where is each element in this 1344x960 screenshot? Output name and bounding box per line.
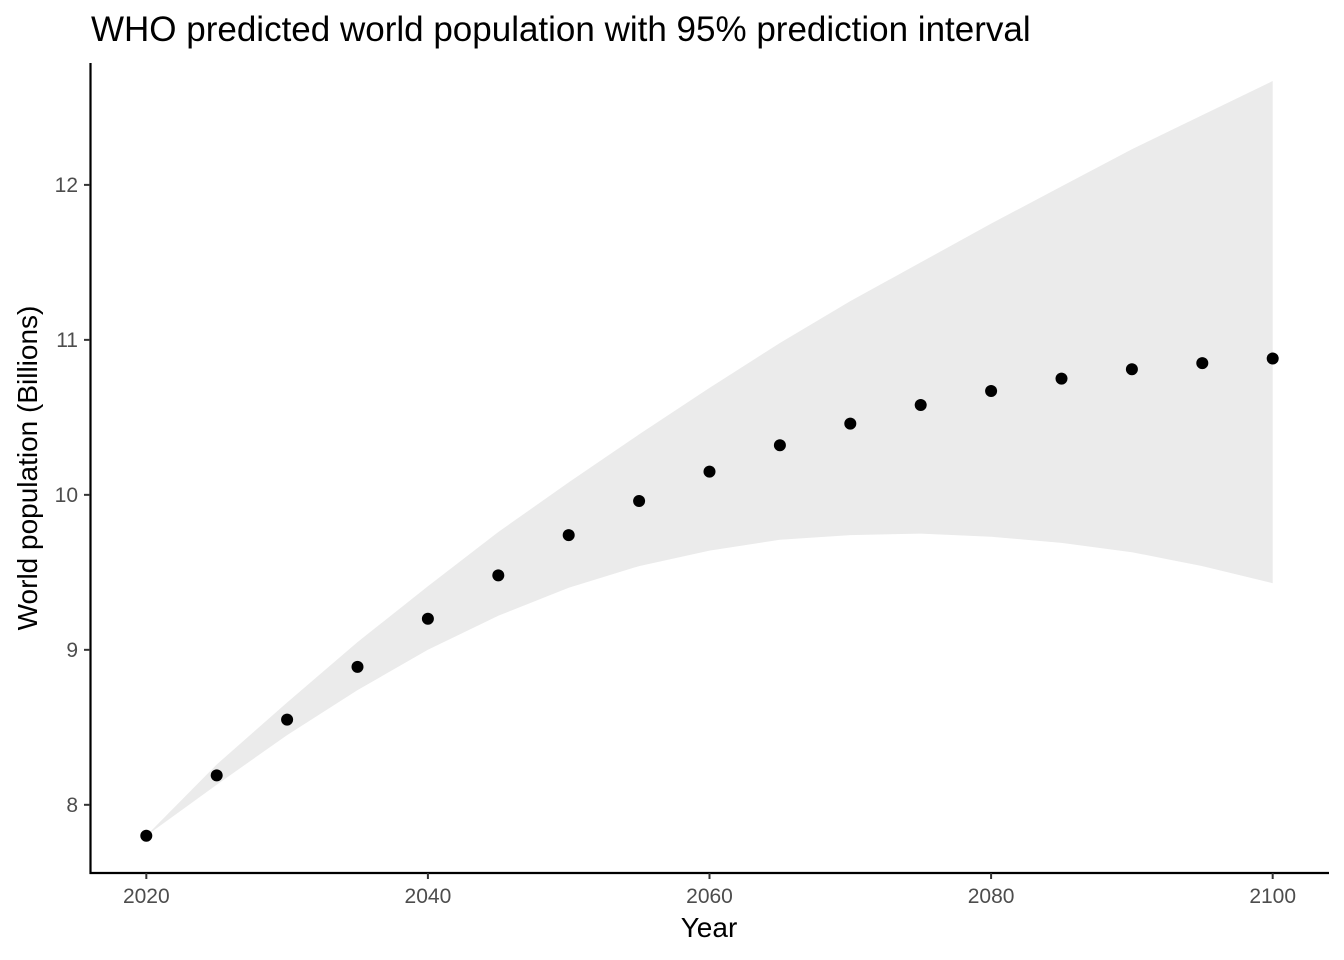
data-point [210,769,223,782]
x-tick-label: 2020 [123,885,170,908]
data-point [703,465,716,478]
y-tick-label: 9 [66,639,78,662]
y-tick-label: 10 [55,484,78,507]
x-tick-label: 2100 [1249,885,1296,908]
x-axis-title: Year [681,912,738,943]
y-tick-label: 8 [66,794,78,817]
data-point [281,713,294,726]
data-point [1266,352,1279,365]
data-point [351,660,364,673]
x-tick-label: 2040 [405,885,452,908]
data-point [421,612,434,625]
data-point [562,529,575,542]
x-axis-ticks: 2020 2040 2060 2080 2100 [123,873,1296,908]
data-point [844,417,857,430]
y-axis-ticks: 8 9 10 11 12 [55,174,90,817]
data-point [1196,357,1209,370]
data-point [773,439,786,452]
data-point [633,495,646,507]
data-point [1055,372,1068,385]
prediction-interval-layer [146,81,1273,836]
y-axis-title: World population (Billions) [12,306,43,631]
chart-title: WHO predicted world population with 95% … [91,10,1031,49]
prediction-interval-band [146,81,1273,836]
data-point [985,385,998,397]
data-point [914,399,927,411]
data-point [492,569,505,582]
x-tick-label: 2080 [968,885,1015,908]
data-point [140,829,153,842]
y-tick-label: 12 [55,174,78,197]
data-point [1125,363,1138,376]
y-tick-label: 11 [56,329,78,352]
data-points-layer [140,352,1279,842]
x-tick-label: 2060 [686,885,733,908]
